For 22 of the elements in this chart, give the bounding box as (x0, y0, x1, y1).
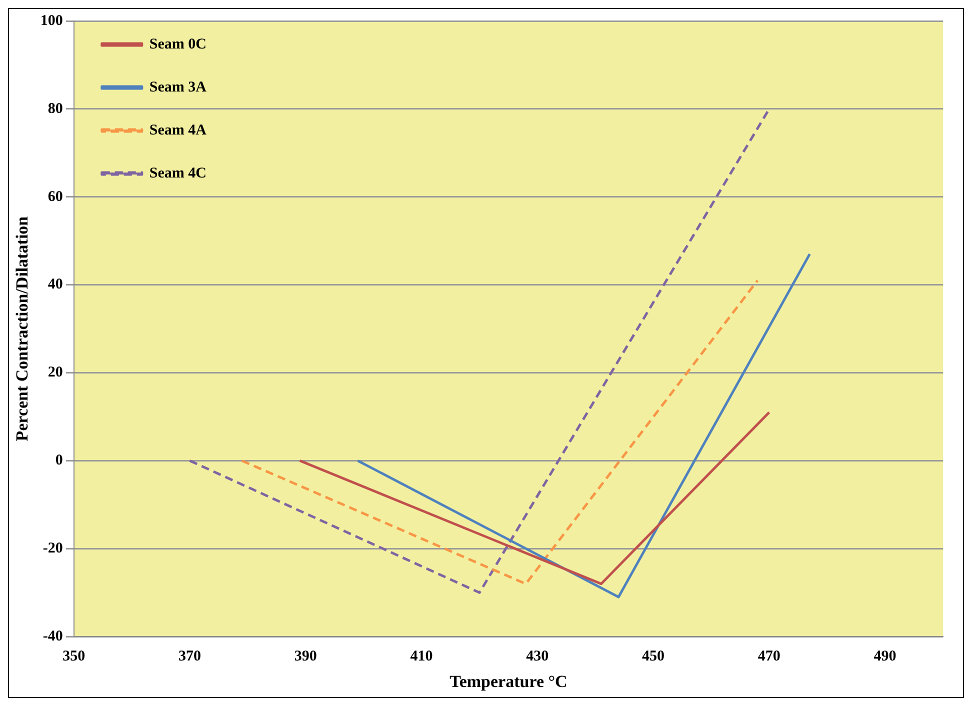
y-tick-label: 40 (48, 276, 63, 293)
y-axis-title: Percent Contraction/Dilatation (12, 216, 32, 442)
y-tick-label: 0 (55, 452, 63, 469)
x-tick-label: 390 (294, 648, 317, 664)
x-tick-label: 410 (410, 648, 433, 664)
x-tick-label: 370 (178, 648, 202, 664)
x-tick-label: 350 (62, 648, 86, 664)
x-tick-label: 490 (874, 648, 896, 664)
legend-label: Seam 3A (149, 79, 207, 96)
x-axis-title: Temperature °C (450, 672, 568, 692)
y-tick-label: 20 (48, 364, 63, 381)
legend-label: Seam 4C (149, 165, 206, 182)
y-tick-label: -40 (42, 628, 63, 644)
y-tick-label: 80 (48, 100, 63, 117)
y-tick-label: 60 (48, 188, 63, 205)
x-tick-label: 450 (642, 648, 665, 664)
x-tick-label: 470 (758, 648, 780, 664)
y-tick-label: 100 (40, 12, 63, 29)
legend-label: Seam 4A (149, 122, 207, 138)
x-tick-label: 430 (526, 648, 549, 664)
legend-label: Seam 0C (149, 36, 206, 52)
y-tick-label: -20 (42, 540, 63, 557)
